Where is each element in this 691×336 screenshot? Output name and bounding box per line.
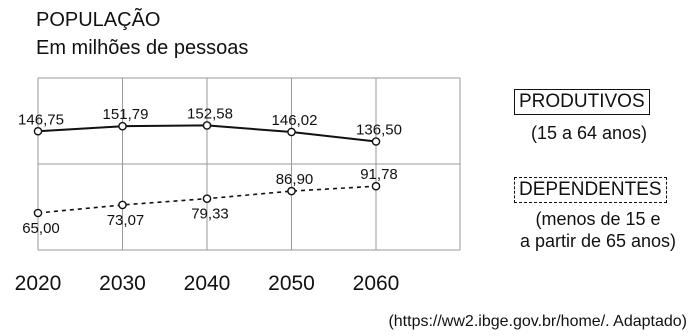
data-point xyxy=(202,121,212,130)
data-label: 151,79 xyxy=(103,106,149,123)
x-tick-label: 2040 xyxy=(184,272,231,295)
data-label: 136,50 xyxy=(356,122,402,139)
data-point xyxy=(287,127,296,137)
data-label: 152,58 xyxy=(187,105,233,122)
data-point xyxy=(118,200,127,210)
data-label: 79,33 xyxy=(191,206,229,223)
legend-dependentes-note: (menos de 15 e a partir de 65 anos) xyxy=(503,208,691,252)
legend-produtivos-note: (15 a 64 anos) xyxy=(530,123,648,143)
source-citation: (https://ww2.ibge.gov.br/home/. Adaptado… xyxy=(388,313,687,330)
legend-dependentes: DEPENDENTES xyxy=(514,177,667,203)
data-point xyxy=(287,186,296,196)
x-tick-label: 2030 xyxy=(99,272,146,295)
legend-dependentes-note-line2: a partir de 65 anos) xyxy=(519,231,677,251)
legend-dependentes-note-line1: (menos de 15 e xyxy=(535,209,661,229)
legend-produtivos: PRODUTIVOS xyxy=(514,89,650,115)
x-tick-label: 2020 xyxy=(15,272,62,295)
data-label: 73,07 xyxy=(107,212,145,229)
x-tick-label: 2060 xyxy=(353,272,400,295)
data-label: 91,78 xyxy=(360,166,398,183)
data-point xyxy=(371,137,381,146)
chart-subtitle: Em milhões de pessoas xyxy=(36,37,249,59)
data-point xyxy=(371,181,381,191)
data-label: 146,02 xyxy=(272,112,318,129)
data-point xyxy=(33,126,43,136)
chart-title: POPULAÇÃO xyxy=(36,9,161,31)
data-label: 146,75 xyxy=(18,111,64,128)
data-point xyxy=(118,121,127,131)
data-label: 65,00 xyxy=(22,220,60,237)
data-point xyxy=(202,194,212,203)
data-label: 86,90 xyxy=(276,171,314,188)
x-tick-label: 2050 xyxy=(268,272,315,295)
data-point xyxy=(33,208,43,218)
